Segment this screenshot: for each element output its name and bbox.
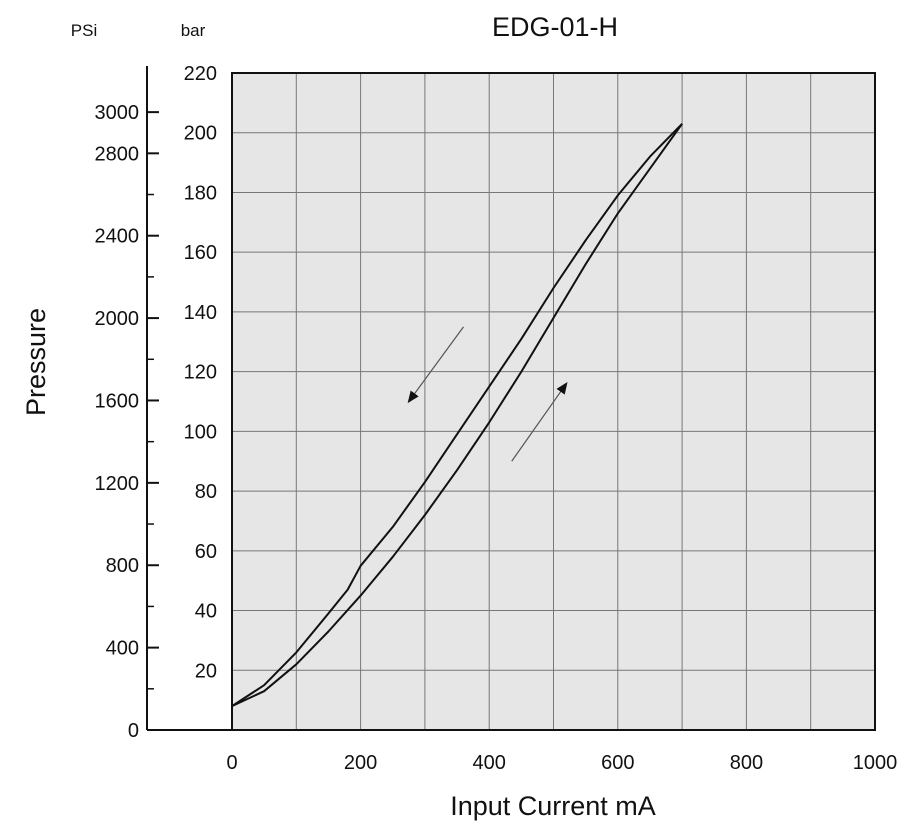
bar-tick-label: 20 xyxy=(195,660,217,682)
x-tick-label: 800 xyxy=(730,752,763,774)
bar-unit-label: bar xyxy=(181,21,206,40)
grid xyxy=(232,73,875,730)
psi-tick-label: 2400 xyxy=(95,226,140,248)
x-tick-label: 1000 xyxy=(853,752,898,774)
direction-arrow-down-left xyxy=(407,326,464,404)
psi-tick-label: 1600 xyxy=(95,390,140,412)
x-tick-label: 400 xyxy=(473,752,506,774)
bar-tick-label: 80 xyxy=(195,481,217,503)
bar-tick-label: 40 xyxy=(195,601,217,623)
direction-arrow-up-right xyxy=(511,381,568,462)
series-line-decreasing xyxy=(231,123,683,707)
x-tick-label: 600 xyxy=(601,752,634,774)
series-group xyxy=(231,123,683,708)
bar-tick-label: 60 xyxy=(195,541,217,563)
bar-tick-label: 100 xyxy=(184,421,217,443)
bar-ticks: 20 40 60 80 100 120 140 160 180 200 220 xyxy=(184,63,217,682)
x-tick-label: 0 xyxy=(226,752,237,774)
psi-unit-label: PSi xyxy=(71,21,97,40)
chart-title: EDG-01-H xyxy=(492,12,618,42)
bar-tick-label: 160 xyxy=(184,242,217,264)
psi-tick-label: 1200 xyxy=(95,473,140,495)
psi-tick-label: 3000 xyxy=(95,102,140,124)
psi-tick-label: 400 xyxy=(106,638,139,660)
bar-tick-label: 120 xyxy=(184,362,217,384)
series-line-increasing xyxy=(231,123,683,708)
y-axis-title: Pressure xyxy=(21,308,51,416)
x-axis-title: Input Current mA xyxy=(450,791,656,821)
psi-tick-label: 2000 xyxy=(95,308,140,330)
bar-tick-label: 220 xyxy=(184,63,217,85)
psi-ticks: 0 400 800 1200 1600 2000 2400 2800 3000 xyxy=(95,102,159,742)
bar-tick-label: 200 xyxy=(184,123,217,145)
bar-tick-label: 140 xyxy=(184,302,217,324)
psi-tick-label: 2800 xyxy=(95,143,140,165)
bar-tick-label: 180 xyxy=(184,182,217,204)
psi-tick-label: 800 xyxy=(106,555,139,577)
psi-tick-label: 0 xyxy=(128,720,139,742)
annotations-group xyxy=(407,326,568,462)
x-tick-label: 200 xyxy=(344,752,377,774)
x-ticks: 0 200 400 600 800 1000 xyxy=(226,752,897,774)
